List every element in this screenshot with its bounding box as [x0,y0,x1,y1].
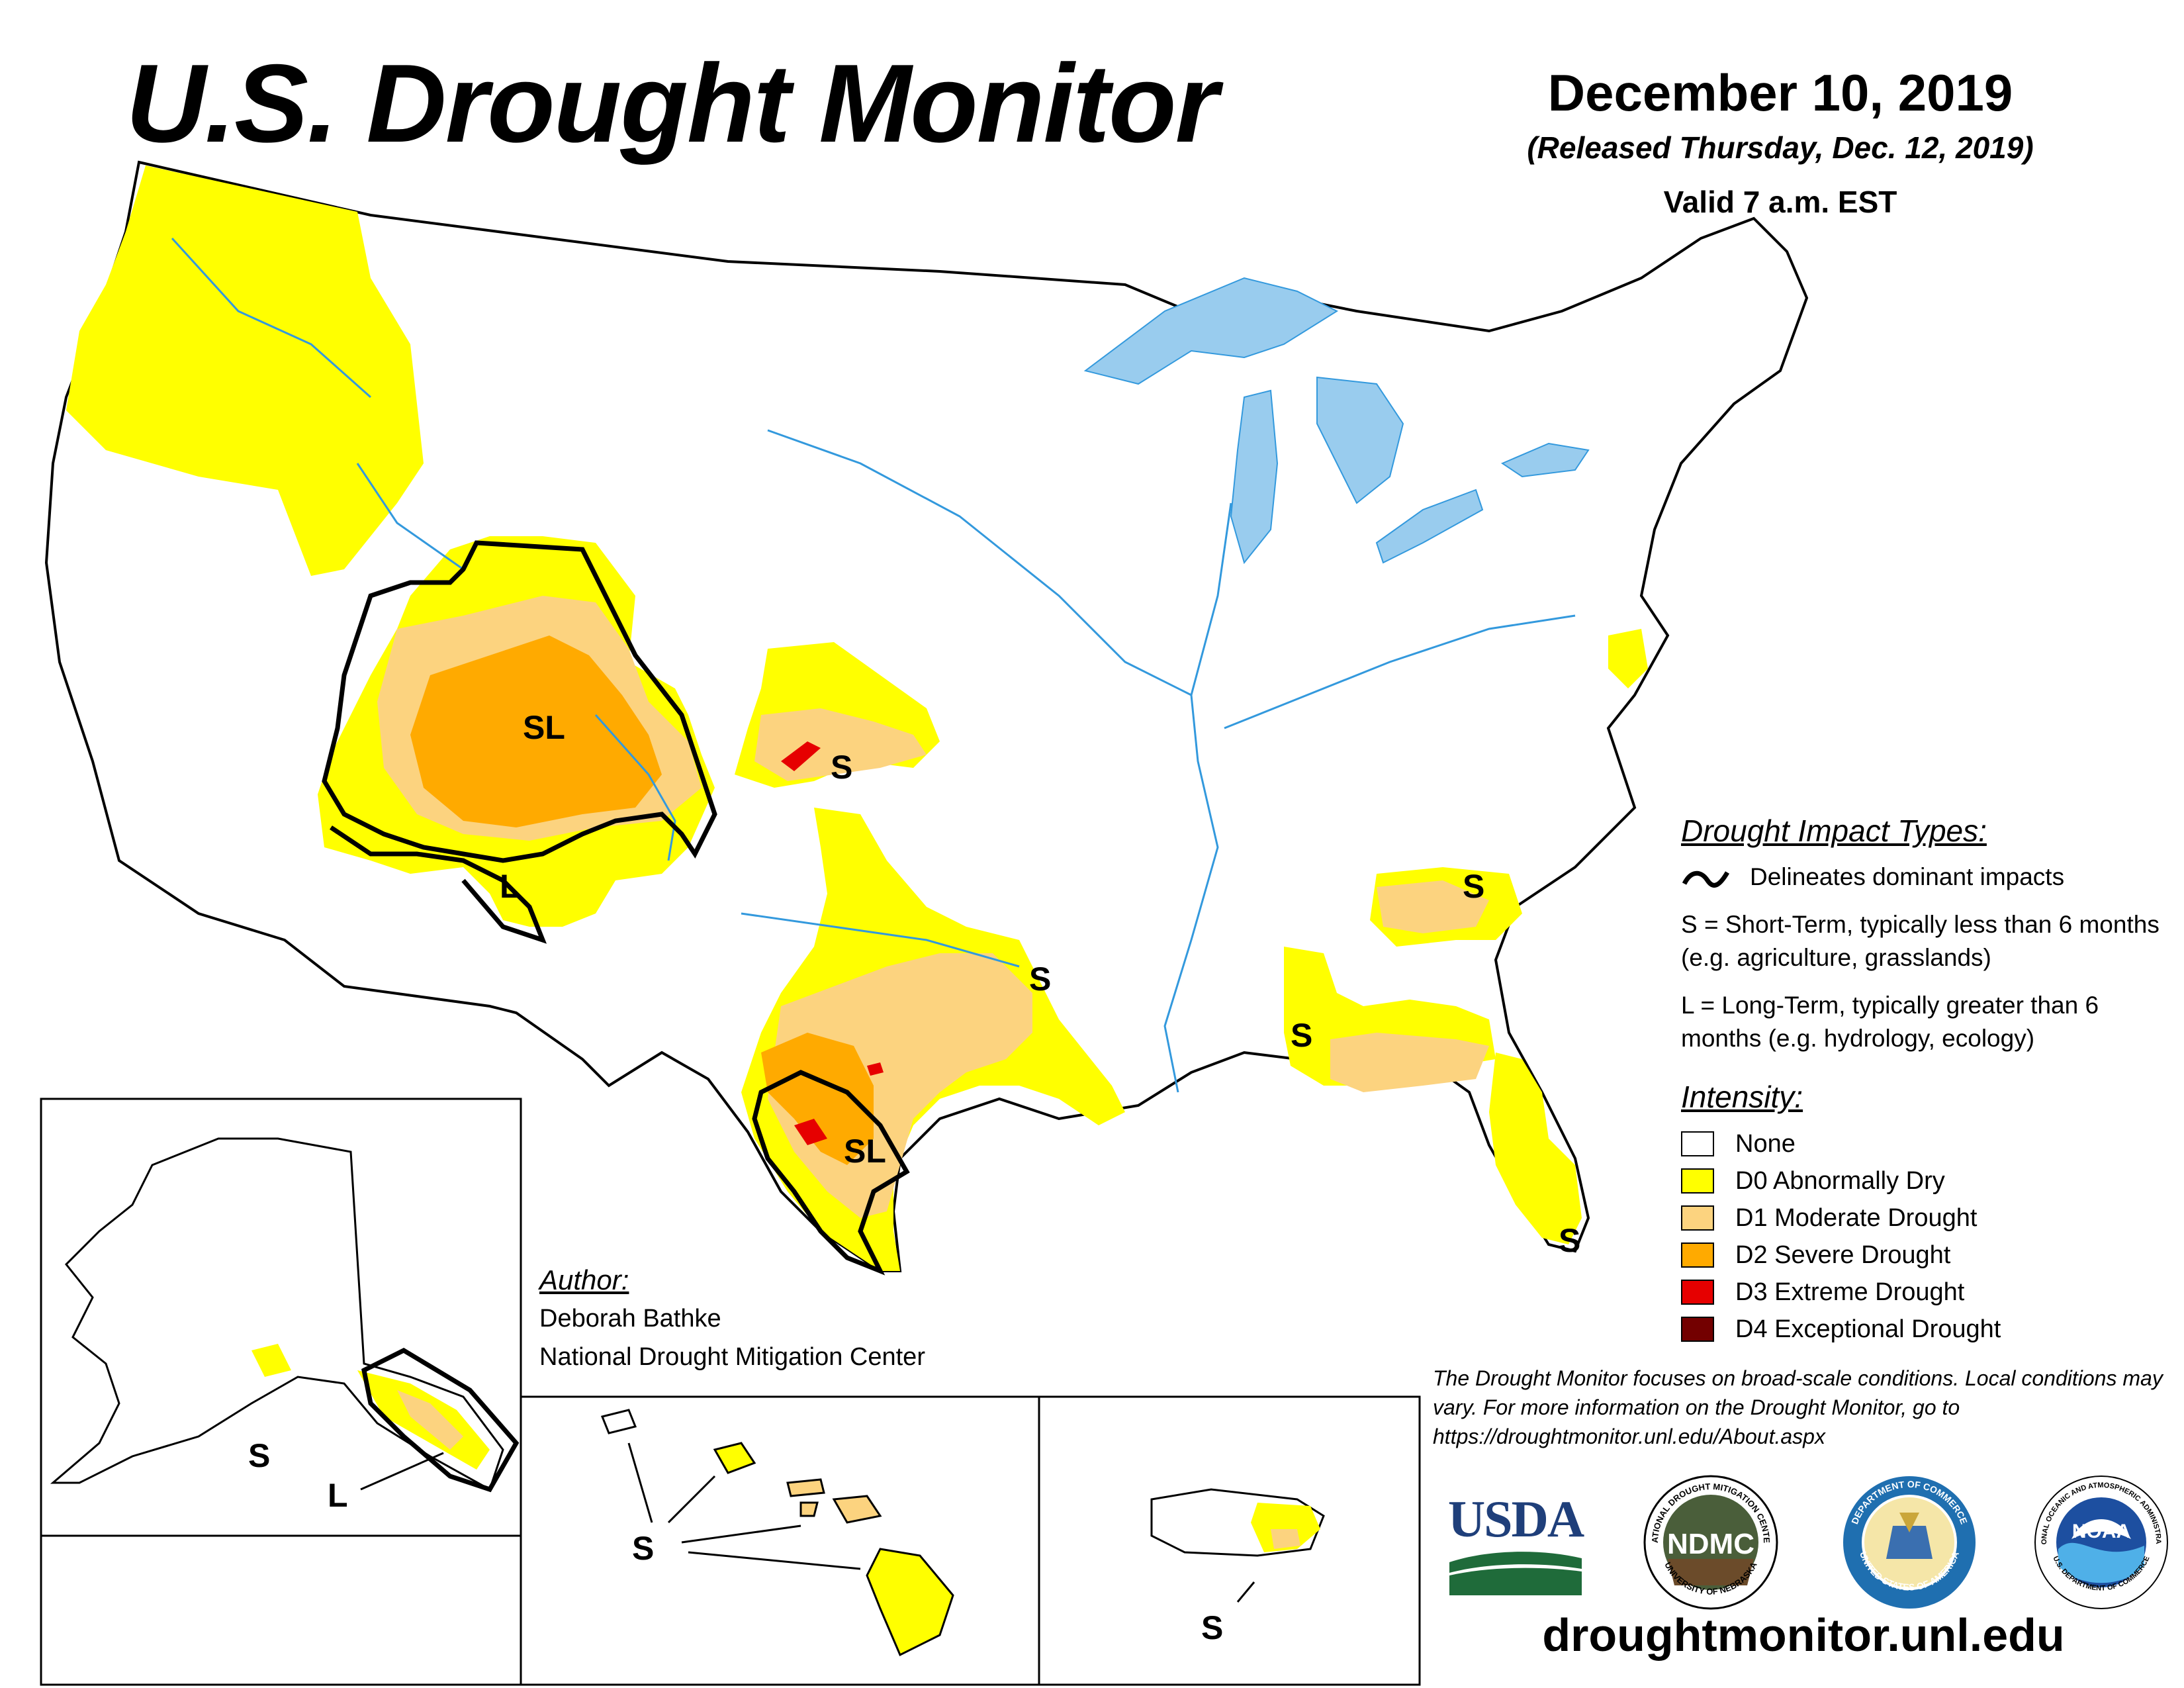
legend-row-d4: D4 Exceptional Drought [1681,1311,2171,1348]
svg-text:NDMC: NDMC [1667,1528,1754,1560]
author-block: Author: Deborah Bathke National Drought … [539,1261,925,1376]
label-s-georgia: S [1463,868,1485,905]
legend-row-d3: D3 Extreme Drought [1681,1274,2171,1311]
d3-areas [781,741,884,1145]
swatch-d4 [1681,1317,1714,1342]
usda-field-icon [1449,1552,1582,1595]
swatch-d0 [1681,1168,1714,1194]
swatch-none [1681,1131,1714,1156]
legend-row-none: None [1681,1125,2171,1162]
author-heading: Author: [539,1264,629,1295]
swatch-d1 [1681,1205,1714,1231]
impact-long-term: L = Long-Term, typically greater than 6 … [1681,992,2099,1052]
ndmc-seal: NATIONAL DROUGHT MITIGATION CENTER UNIVE… [1641,1473,1778,1610]
label-s-texas: S [1029,961,1052,998]
label-s-florida: S [1559,1222,1581,1259]
intensity-legend: Intensity: None D0 Abnormally Dry D1 Mod… [1681,1079,2171,1348]
alaska-drought [251,1344,490,1470]
impact-delineates-row: Delineates dominant impacts [1681,861,2171,894]
label-s-alaska: S [248,1437,271,1474]
hawaii-inset-frame [520,1395,1040,1686]
swatch-d2 [1681,1243,1714,1268]
label-s-hawaii: S [632,1530,655,1567]
commerce-seal: DEPARTMENT OF COMMERCE UNITED STATES OF … [1843,1476,1976,1609]
lake-ontario [1500,442,1590,478]
lake-superior [1083,277,1339,385]
website-url: droughtmonitor.unl.edu [1542,1609,2065,1661]
impact-boundaries [322,540,910,1276]
impact-short-term: S = Short-Term, typically less than 6 mo… [1681,911,2160,971]
lake-huron [1316,376,1404,504]
impact-line-symbol [1682,870,1730,888]
label-s-kansas: S [831,749,853,786]
release-date: (Released Thursday, Dec. 12, 2019) [1527,130,2034,165]
alaska-boundary [361,1348,520,1493]
impact-types-heading: Drought Impact Types: [1681,814,1987,848]
label-s-puertorico: S [1201,1609,1224,1646]
lake-erie [1375,489,1484,564]
intensity-heading: Intensity: [1681,1080,1803,1114]
label-sl-texas: SL [844,1133,886,1170]
author-org: National Drought Mitigation Center [539,1343,925,1371]
valid-time: Valid 7 a.m. EST [1663,185,1897,219]
d2-areas [410,635,874,1165]
rivers [171,237,1576,1093]
author-name: Deborah Bathke [539,1305,721,1333]
map-date: December 10, 2019 [1547,64,2013,122]
legend-row-d2: D2 Severe Drought [1681,1237,2171,1274]
usda-logo: USDA [1447,1486,1584,1599]
disclaimer-note: The Drought Monitor focuses on broad-sca… [1433,1366,2163,1448]
page-title: U.S. Drought Monitor [126,41,1218,165]
swatch-d3 [1681,1280,1714,1305]
label-s-gulf: S [1291,1017,1313,1054]
label-l-alaska: L [328,1477,348,1514]
legend-row-d1: D1 Moderate Drought [1681,1199,2171,1237]
impact-delineates-text: Delineates dominant impacts [1750,863,2065,890]
legend-row-d0: D0 Abnormally Dry [1681,1162,2171,1199]
noaa-seal: NATIONAL OCEANIC AND ATMOSPHERIC ADMINIS… [2032,1473,2168,1609]
hawaii-islands [600,1409,954,1657]
date-block: December 10, 2019 (Released Thursday, De… [1449,63,2111,220]
label-l-arizona: L [500,868,520,905]
usda-wordmark: USDA [1447,1490,1584,1548]
svg-text:NOAA: NOAA [2072,1521,2130,1542]
impact-types-legend: Drought Impact Types: Delineates dominan… [1681,814,2171,1070]
logos-row: USDA NATIONAL DROUGHT MITIGATION CENTER … [1447,1466,2177,1612]
label-sl-west: SL [523,709,565,746]
lake-michigan [1230,389,1279,565]
